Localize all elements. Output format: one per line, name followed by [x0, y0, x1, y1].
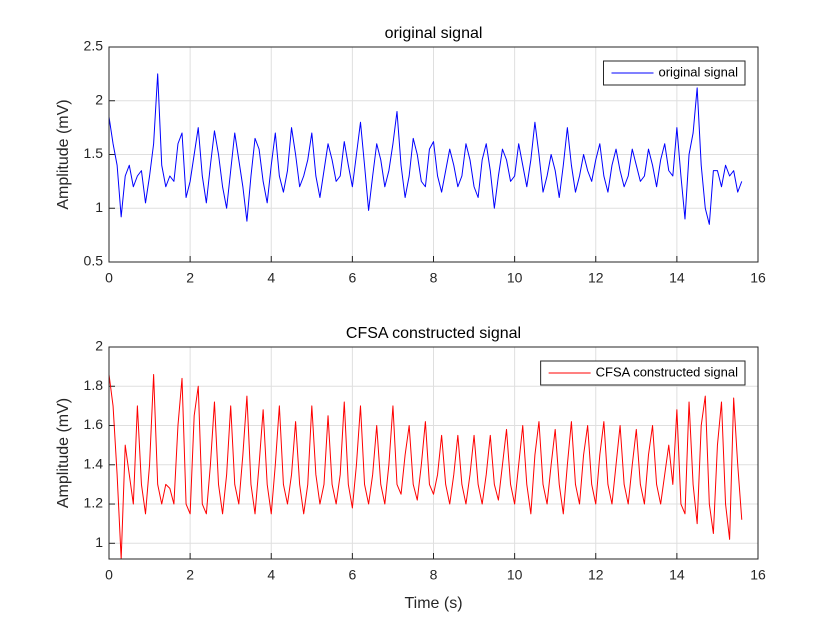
- y-tick-label: 0.5: [84, 253, 104, 269]
- y-tick-label: 2: [95, 91, 103, 107]
- y-tick-label: 1.4: [84, 455, 104, 471]
- x-tick-label: 4: [267, 567, 275, 583]
- legend-text: original signal: [659, 64, 739, 79]
- signal-line: [108, 373, 743, 560]
- y-axis-label: Amplitude (mV): [55, 398, 72, 508]
- x-tick-label: 12: [588, 567, 604, 583]
- x-tick-label: 12: [588, 270, 604, 286]
- chart-title: original signal: [385, 25, 483, 42]
- y-tick-label: 1.2: [84, 495, 104, 511]
- x-tick-label: 14: [669, 567, 685, 583]
- x-tick-label: 10: [507, 270, 523, 286]
- x-tick-label: 2: [186, 270, 194, 286]
- x-tick-label: 16: [750, 270, 766, 286]
- legend-text: CFSA constructed signal: [596, 364, 738, 379]
- x-tick-label: 6: [348, 270, 356, 286]
- y-tick-label: 1.8: [84, 377, 104, 393]
- x-tick-label: 16: [750, 567, 766, 583]
- x-tick-label: 14: [669, 270, 685, 286]
- y-tick-label: 2.5: [84, 38, 104, 54]
- x-tick-label: 0: [105, 567, 113, 583]
- x-tick-label: 2: [186, 567, 194, 583]
- y-axis-label: Amplitude (mV): [55, 99, 72, 209]
- x-tick-label: 10: [507, 567, 523, 583]
- x-tick-label: 4: [267, 270, 275, 286]
- x-tick-label: 8: [430, 270, 438, 286]
- x-tick-label: 6: [348, 567, 356, 583]
- x-tick-label: 0: [105, 270, 113, 286]
- y-tick-label: 1.5: [84, 145, 104, 161]
- x-axis-label: Time (s): [404, 595, 462, 612]
- y-tick-label: 2: [95, 338, 103, 354]
- axes-box: [108, 46, 759, 263]
- y-tick-label: 1: [95, 534, 103, 550]
- y-tick-label: 1.6: [84, 416, 104, 432]
- x-tick-label: 8: [430, 567, 438, 583]
- y-tick-label: 1: [95, 199, 103, 215]
- chart-title: CFSA constructed signal: [346, 325, 521, 342]
- signal-line: [108, 73, 743, 225]
- axes-box: [108, 346, 759, 560]
